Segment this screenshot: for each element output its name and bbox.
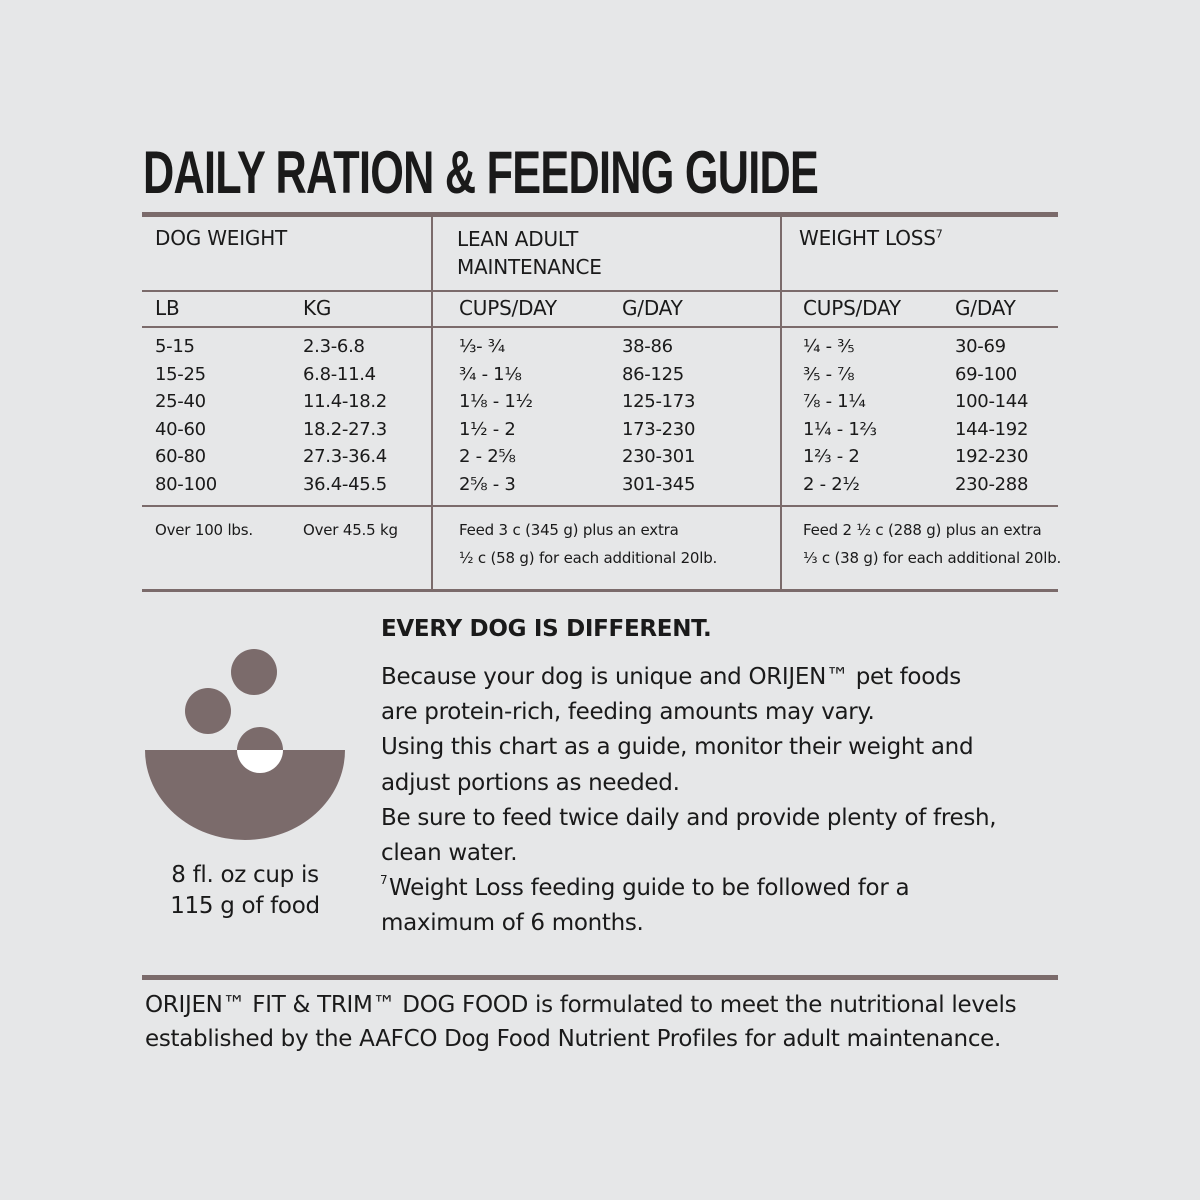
note-line: clean water. (381, 840, 518, 866)
cup-caption: 8 fl. oz cup is (171, 862, 319, 888)
table-cell: 5-15 (155, 336, 195, 357)
table-cell: ⅓ c (38 g) for each additional 20lb. (803, 549, 1062, 567)
table-cell: ⅞ - 1¼ (803, 391, 866, 413)
table-cell: 69-100 (955, 363, 1017, 385)
note-line: Using this chart as a guide, monitor the… (381, 734, 974, 761)
rule (780, 215, 782, 590)
note-line: Be sure to feed twice daily and provide … (381, 804, 997, 831)
footer-text: established by the AAFCO Dog Food Nutrie… (145, 1026, 1002, 1052)
table-cell: 40-60 (155, 418, 206, 440)
table-cell: 6.8-11.4 (303, 363, 376, 385)
table-cell: 15-25 (155, 363, 206, 385)
table-cell: 2.3-6.8 (303, 336, 365, 357)
table-cell: Feed 3 c (345 g) plus an extra (459, 521, 679, 539)
table-cell: 144-192 (955, 418, 1029, 440)
group-header: LEAN ADULT MAINTENANCE (457, 227, 602, 279)
table-cell: Feed 2 ½ c (288 g) plus an extra (803, 521, 1042, 539)
table-cell: 25-40 (155, 391, 206, 413)
rule (431, 215, 433, 590)
table-cell: ¼ - ⅗ (803, 336, 855, 357)
column-header: CUPS/DAY (459, 296, 557, 320)
table-cell: 11.4-18.2 (303, 391, 387, 413)
table-cell: ⅓- ¾ (459, 336, 505, 357)
table-cell: 30-69 (955, 336, 1006, 357)
table-cell: 86-125 (622, 363, 684, 385)
table-cell: 100-144 (955, 391, 1029, 413)
note-heading: EVERY DOG IS DIFFERENT. (381, 616, 712, 642)
title: DAILY RATION & FEEDING GUIDE (143, 139, 819, 206)
table-cell: 301-345 (622, 474, 696, 495)
table-cell: Over 100 lbs. (155, 521, 253, 539)
rule (142, 212, 1058, 217)
table-cell: 2 - 2⅝ (459, 446, 516, 468)
footnote-mark: 7 (380, 873, 388, 888)
table-cell: 60-80 (155, 446, 206, 468)
rule (142, 505, 1058, 507)
column-header: LB (155, 296, 180, 320)
table-cell: Over 45.5 kg (303, 521, 398, 539)
footnote-mark: 7 (935, 227, 943, 241)
table-cell: 36.4-45.5 (303, 474, 387, 495)
table-cell: 173-230 (622, 418, 696, 440)
note-line: Weight Loss feeding guide to be followed… (389, 875, 910, 902)
table-cell: 230-288 (955, 474, 1029, 495)
note-line: are protein-rich, feeding amounts may va… (381, 699, 875, 726)
table-cell: 1¼ - 1⅔ (803, 418, 877, 440)
table-cell: ⅗ - ⅞ (803, 363, 855, 385)
table-cell: 230-301 (622, 446, 696, 468)
group-header: DOG WEIGHT (155, 226, 288, 250)
table-cell: 192-230 (955, 446, 1029, 468)
rule (142, 589, 1058, 592)
table-cell: 1½ - 2 (459, 418, 516, 440)
footer-text: ORIJEN™ FIT & TRIM™ DOG FOOD is formulat… (145, 992, 1017, 1018)
table-cell: ½ c (58 g) for each additional 20lb. (459, 549, 718, 567)
table-cell: 2⅝ - 3 (459, 474, 516, 495)
table-cell: 18.2-27.3 (303, 418, 387, 440)
column-header: KG (303, 296, 332, 320)
column-header: G/DAY (622, 296, 683, 320)
column-header: G/DAY (955, 296, 1016, 320)
table-cell: 1⅛ - 1½ (459, 391, 533, 413)
group-header: WEIGHT LOSS7 (799, 226, 943, 250)
note-line: maximum of 6 months. (381, 910, 644, 937)
rule (142, 975, 1058, 980)
table-cell: 1⅔ - 2 (803, 446, 860, 468)
cup-caption: 115 g of food (170, 893, 320, 919)
table-cell: 38-86 (622, 336, 673, 357)
note-line: Because your dog is unique and ORIJEN™ p… (381, 664, 961, 690)
rule (142, 326, 1058, 328)
table-cell: 125-173 (622, 391, 696, 413)
bowl-icon (145, 649, 345, 840)
table-cell: 27.3-36.4 (303, 446, 387, 468)
note-line: adjust portions as needed. (381, 769, 680, 796)
table-cell: 2 - 2½ (803, 474, 860, 495)
column-header: CUPS/DAY (803, 296, 901, 320)
table-cell: ¾ - 1⅛ (459, 363, 522, 385)
table-cell: 80-100 (155, 474, 217, 495)
rule (142, 290, 1058, 292)
